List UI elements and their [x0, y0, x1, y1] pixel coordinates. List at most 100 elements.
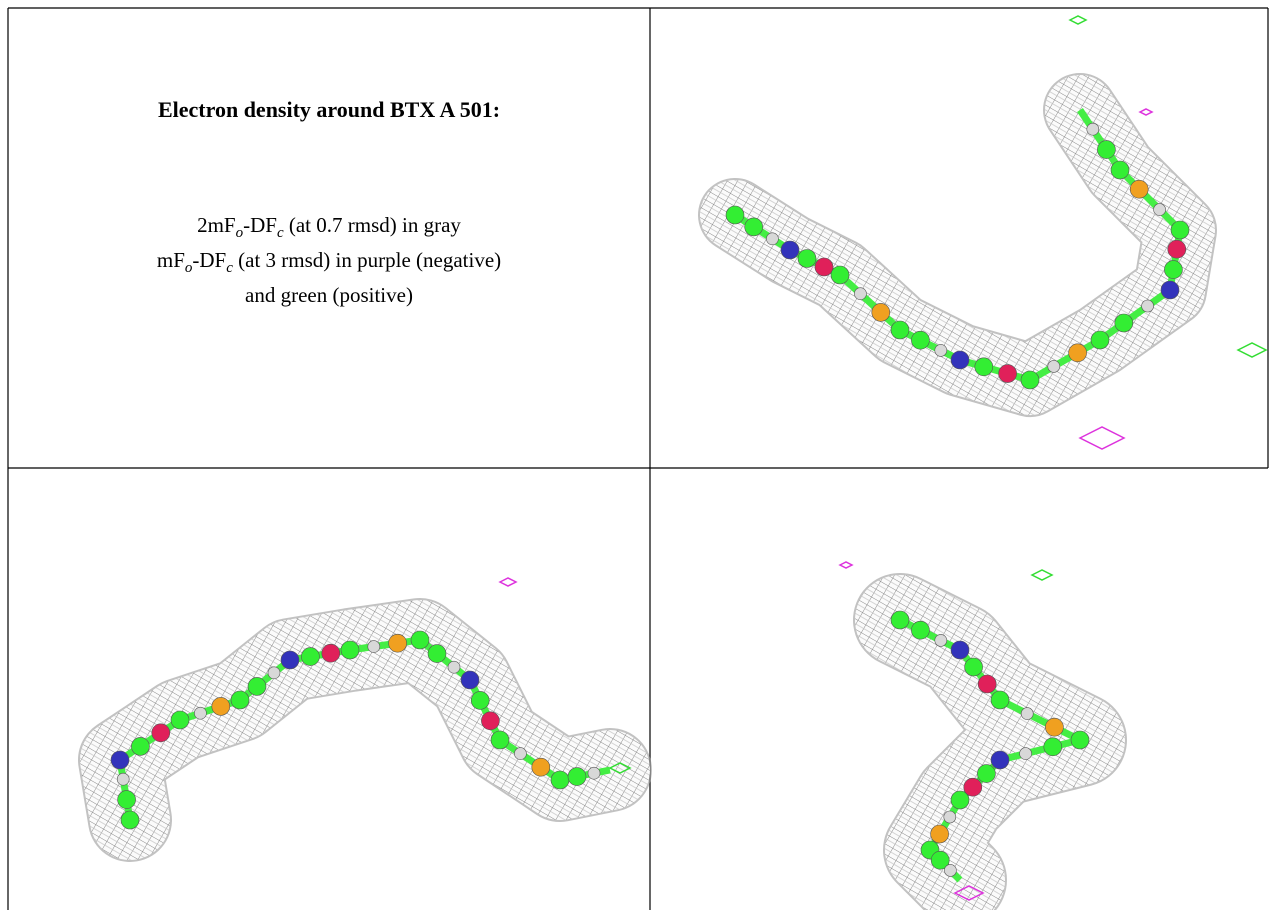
atom — [410, 630, 430, 650]
atom — [1019, 747, 1032, 760]
atom — [974, 357, 994, 377]
atom — [944, 864, 957, 877]
atom — [1097, 140, 1116, 159]
atom — [911, 620, 930, 640]
text-segment: (at 0.7 rmsd) in gray — [283, 213, 461, 237]
atom — [950, 350, 970, 370]
density-images — [78, 15, 1268, 910]
atom — [1020, 370, 1040, 390]
caption-line: mFo-DFc (at 3 rmsd) in purple (negative) — [9, 247, 649, 282]
atom — [977, 674, 997, 694]
atom — [531, 757, 551, 777]
text-segment: -DF — [243, 213, 277, 237]
atom — [943, 810, 957, 824]
atom — [230, 690, 250, 710]
atom — [1086, 122, 1100, 136]
difference-density — [953, 885, 985, 901]
difference-density — [608, 762, 632, 774]
difference-density — [1030, 569, 1054, 581]
atom — [1090, 330, 1110, 350]
density-mesh — [80, 600, 650, 860]
atom — [998, 364, 1017, 383]
atom — [481, 711, 500, 731]
atom — [131, 737, 150, 756]
atom — [990, 750, 1010, 770]
atom — [460, 670, 480, 690]
subscript: c — [226, 260, 233, 277]
atom — [871, 303, 891, 322]
difference-density — [498, 577, 518, 587]
atom — [1070, 730, 1090, 750]
atom — [1153, 203, 1166, 216]
atom — [388, 633, 407, 653]
atom — [470, 691, 490, 710]
text-segment: (at 3 rmsd) in purple (negative) — [232, 248, 502, 273]
text-segment: and green (positive) — [245, 283, 413, 308]
subscript: o — [184, 260, 193, 277]
atom — [447, 660, 461, 674]
atom — [725, 205, 745, 225]
atom — [934, 344, 948, 357]
atom — [117, 790, 136, 809]
atom — [1170, 220, 1190, 240]
atom — [964, 657, 983, 677]
caption-line: 2mFo-DFc (at 0.7 rmsd) in gray — [9, 212, 649, 247]
atom — [930, 824, 949, 844]
atom — [247, 677, 267, 696]
caption-cell: Electron density around BTX A 501: 2mFo-… — [9, 9, 649, 467]
atom — [567, 767, 587, 786]
atom — [550, 770, 570, 790]
atom — [930, 850, 950, 870]
atom — [427, 644, 447, 663]
atom — [211, 697, 231, 716]
atom — [367, 640, 381, 653]
atom — [340, 640, 360, 660]
atom — [797, 249, 817, 268]
atom — [267, 666, 281, 680]
atom — [950, 790, 970, 810]
text-segment: mF — [156, 248, 185, 273]
atom — [911, 330, 930, 350]
atom — [120, 810, 140, 830]
atom — [321, 643, 341, 663]
atom — [934, 634, 948, 647]
difference-density — [1078, 426, 1126, 450]
atom — [1047, 360, 1061, 373]
atom — [1164, 260, 1183, 279]
atom — [977, 764, 996, 783]
atom — [110, 750, 130, 770]
caption-title: Electron density around BTX A 501: — [157, 97, 501, 122]
difference-density — [838, 561, 854, 569]
atom — [490, 730, 510, 750]
atom — [116, 772, 130, 786]
atom — [170, 710, 190, 730]
atom — [1141, 299, 1154, 313]
atom — [830, 265, 850, 285]
difference-density — [1138, 108, 1154, 116]
text-segment: -DF — [192, 248, 227, 273]
atom — [1110, 160, 1130, 180]
atom — [1045, 717, 1064, 737]
subscript: o — [235, 225, 244, 242]
atom — [854, 287, 867, 301]
atom — [587, 766, 601, 780]
caption-line: and green (positive) — [9, 282, 649, 309]
atom — [890, 610, 910, 630]
atom — [950, 640, 970, 660]
atom — [1114, 313, 1134, 333]
atom — [1129, 179, 1149, 199]
atom — [194, 706, 207, 720]
atom — [1068, 343, 1087, 363]
atom — [744, 217, 764, 237]
atom — [514, 747, 527, 760]
atom — [814, 257, 834, 277]
atom — [990, 690, 1010, 710]
subscript: c — [276, 225, 284, 242]
difference-density — [1068, 15, 1088, 25]
atom — [1167, 239, 1187, 259]
atom — [1020, 707, 1034, 720]
difference-density — [1236, 342, 1268, 358]
caption-lines: 2mFo-DFc (at 0.7 rmsd) in gray mFo-DFc (a… — [9, 212, 649, 309]
